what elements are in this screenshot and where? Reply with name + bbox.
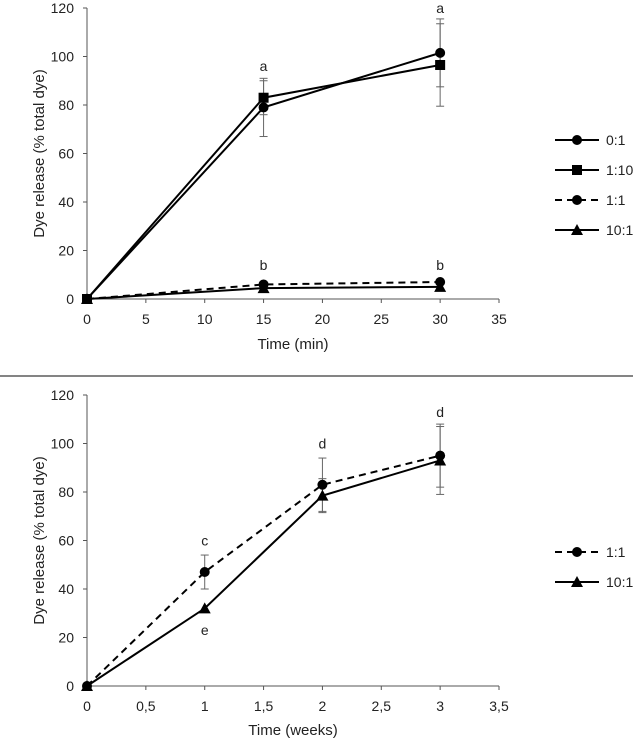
series-1-10-point <box>435 59 446 70</box>
chart-dye-release-weeks: 0 20 40 60 80 100 120 0 0,5 1 1,5 2 2,5 3 3,5 Time (wee… <box>31 387 633 739</box>
x-tick-label: 2 <box>319 698 327 714</box>
legend-10-1-label: 10:1 <box>606 222 633 238</box>
x-tick-label: 3 <box>436 698 444 714</box>
y-tick-label: 120 <box>51 387 75 403</box>
y-tick-label: 60 <box>58 533 74 549</box>
annotation-label: a <box>260 58 268 74</box>
series-1-1-point <box>199 567 210 578</box>
x-axis-title: Time (weeks) <box>248 722 337 739</box>
series-1-1-point <box>317 479 328 490</box>
annotation-label: b <box>260 257 268 273</box>
legend-1-1-marker <box>572 547 582 557</box>
y-tick-label: 40 <box>58 581 74 597</box>
legend-1-1-label: 1:1 <box>606 544 626 560</box>
series-10-1-point <box>257 282 270 294</box>
y-tick-label: 20 <box>58 630 74 646</box>
y-tick-label: 80 <box>58 97 74 113</box>
y-axis-title: Dye release (% total dye) <box>31 456 48 624</box>
series-10-1-point <box>434 280 447 292</box>
series-1-1-line <box>86 281 441 300</box>
x-tick-label: 0,5 <box>136 698 156 714</box>
x-tick-label: 1,5 <box>254 698 274 714</box>
legend-1-1-marker <box>572 195 582 205</box>
series-10-1-point <box>434 454 447 466</box>
series-0-1-point <box>258 102 269 113</box>
x-tick-label: 10 <box>197 311 213 327</box>
x-tick-label: 3,5 <box>489 698 509 714</box>
series-1-10-point <box>258 92 269 103</box>
x-axis-title: Time (min) <box>257 336 328 353</box>
legend-1-1-label: 1:1 <box>606 192 626 208</box>
series-10-1-point <box>316 489 329 501</box>
x-tick-label: 35 <box>491 311 507 327</box>
x-tick-label: 30 <box>432 311 448 327</box>
legend-1-10-label: 1:10 <box>606 162 633 178</box>
annotation-label: b <box>436 257 444 273</box>
annotation-label: d <box>436 404 444 420</box>
chart-dye-release-minutes: 0 20 40 60 80 100 120 0 5 10 15 20 25 30 35 Time (min) D… <box>31 0 633 353</box>
y-tick-label: 100 <box>51 436 75 452</box>
x-tick-label: 20 <box>315 311 331 327</box>
legend-1-10-marker <box>572 165 582 175</box>
y-tick-label: 0 <box>66 291 74 307</box>
series-10-1-point <box>198 602 211 614</box>
y-tick-label: 20 <box>58 243 74 259</box>
legend-0-1-label: 0:1 <box>606 132 626 148</box>
series-0-1-point <box>435 47 446 58</box>
annotation-label: a <box>436 0 444 16</box>
y-tick-label: 60 <box>58 146 74 162</box>
series-10-1-point <box>81 680 93 691</box>
y-tick-label: 0 <box>66 678 74 694</box>
y-tick-label: 100 <box>51 49 75 65</box>
y-tick-label: 120 <box>51 0 75 16</box>
legend-0-1-marker <box>572 135 582 145</box>
x-tick-label: 15 <box>256 311 272 327</box>
annotation-label: d <box>319 435 327 451</box>
legend-10-1-marker <box>571 224 583 235</box>
y-axis-title: Dye release (% total dye) <box>31 69 48 237</box>
y-tick-label: 80 <box>58 484 74 500</box>
series-10-1-line <box>86 459 441 687</box>
x-tick-label: 0 <box>83 698 91 714</box>
legend-10-1-marker <box>571 576 583 587</box>
annotation-label: e <box>201 622 209 638</box>
x-tick-label: 25 <box>373 311 389 327</box>
series-10-1-point <box>81 293 93 304</box>
x-tick-label: 1 <box>201 698 209 714</box>
y-tick-label: 40 <box>58 194 74 210</box>
x-tick-label: 2,5 <box>372 698 392 714</box>
legend-10-1-label: 10:1 <box>606 574 633 590</box>
x-tick-label: 5 <box>142 311 150 327</box>
annotation-label: c <box>201 532 208 548</box>
x-tick-label: 0 <box>83 311 91 327</box>
